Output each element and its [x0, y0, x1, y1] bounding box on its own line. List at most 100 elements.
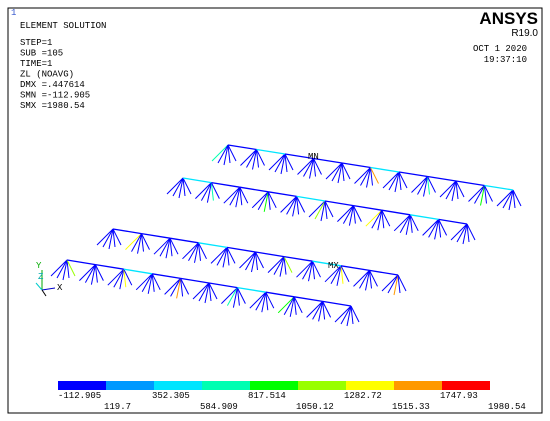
- member: [312, 260, 321, 278]
- member: [398, 171, 402, 191]
- triad-axis: [41, 287, 56, 291]
- member: [252, 149, 257, 170]
- member: [455, 180, 459, 200]
- member: [245, 251, 256, 271]
- member: [90, 264, 96, 285]
- member: [312, 261, 315, 280]
- member: [240, 149, 257, 166]
- member: [273, 256, 285, 275]
- member: [249, 291, 267, 309]
- member: [166, 177, 184, 195]
- info-line: DMX =.447614: [20, 80, 85, 90]
- beam: [484, 184, 514, 191]
- legend-label: 1282.72: [344, 391, 382, 401]
- member: [151, 273, 161, 291]
- member: [289, 296, 295, 317]
- member: [131, 233, 142, 252]
- member: [381, 210, 385, 229]
- member: [342, 205, 354, 224]
- member: [280, 153, 286, 175]
- member: [484, 185, 487, 204]
- beam: [66, 259, 96, 266]
- member: [411, 176, 428, 193]
- member: [312, 301, 324, 320]
- member: [198, 282, 210, 302]
- member: [308, 261, 313, 282]
- member: [198, 242, 201, 261]
- beam: [284, 153, 314, 160]
- member: [256, 149, 259, 168]
- member: [451, 180, 457, 202]
- member: [387, 274, 399, 294]
- member: [226, 247, 230, 266]
- member: [216, 247, 228, 266]
- member: [350, 305, 360, 323]
- member: [340, 265, 350, 283]
- member: [283, 256, 293, 273]
- member: [399, 214, 411, 234]
- member: [324, 200, 328, 220]
- member: [365, 209, 383, 227]
- member: [125, 233, 142, 250]
- member: [369, 270, 378, 287]
- member: [251, 191, 269, 209]
- member: [388, 171, 400, 191]
- beam: [268, 191, 297, 198]
- member: [474, 185, 485, 204]
- member: [256, 149, 265, 166]
- member: [365, 270, 370, 291]
- member: [353, 270, 370, 287]
- member: [217, 144, 229, 164]
- member: [267, 191, 271, 210]
- member: [502, 189, 514, 209]
- member: [284, 153, 288, 173]
- member: [456, 223, 468, 243]
- member: [320, 200, 326, 222]
- legend-label: 1980.54: [488, 402, 526, 412]
- member: [293, 296, 297, 315]
- member: [204, 282, 210, 304]
- triad-label: Y: [36, 261, 42, 271]
- legend-label: 1050.12: [296, 402, 334, 412]
- member: [306, 301, 323, 318]
- member: [405, 214, 411, 235]
- member: [340, 305, 352, 325]
- member: [409, 214, 413, 233]
- member: [341, 162, 351, 180]
- max-marker: MX: [328, 261, 339, 271]
- member: [480, 185, 485, 206]
- member: [227, 144, 237, 162]
- info-line: SMX =1980.54: [20, 101, 85, 111]
- member: [445, 180, 457, 200]
- member: [50, 259, 68, 277]
- member: [261, 292, 267, 313]
- member: [153, 237, 171, 255]
- member: [200, 182, 212, 201]
- member: [239, 251, 256, 269]
- beam: [112, 228, 142, 235]
- member: [360, 167, 371, 186]
- legend-label: 119.7: [104, 402, 131, 412]
- member: [427, 176, 436, 193]
- beam: [265, 291, 295, 298]
- member: [119, 269, 125, 290]
- member: [229, 186, 241, 206]
- beam: [95, 263, 124, 270]
- member: [226, 247, 236, 264]
- member: [296, 196, 306, 213]
- member: [324, 200, 334, 218]
- member: [123, 269, 127, 288]
- member: [66, 259, 76, 277]
- beam: [341, 162, 371, 169]
- member: [284, 153, 294, 171]
- member: [62, 259, 68, 281]
- legend-label: 584.909: [200, 402, 238, 412]
- member: [108, 228, 114, 250]
- beam: [182, 177, 212, 184]
- member: [462, 223, 468, 245]
- beam: [369, 269, 399, 276]
- beam: [227, 144, 257, 151]
- beam: [322, 300, 352, 307]
- legend-swatch: [154, 381, 202, 390]
- beam: [381, 209, 411, 216]
